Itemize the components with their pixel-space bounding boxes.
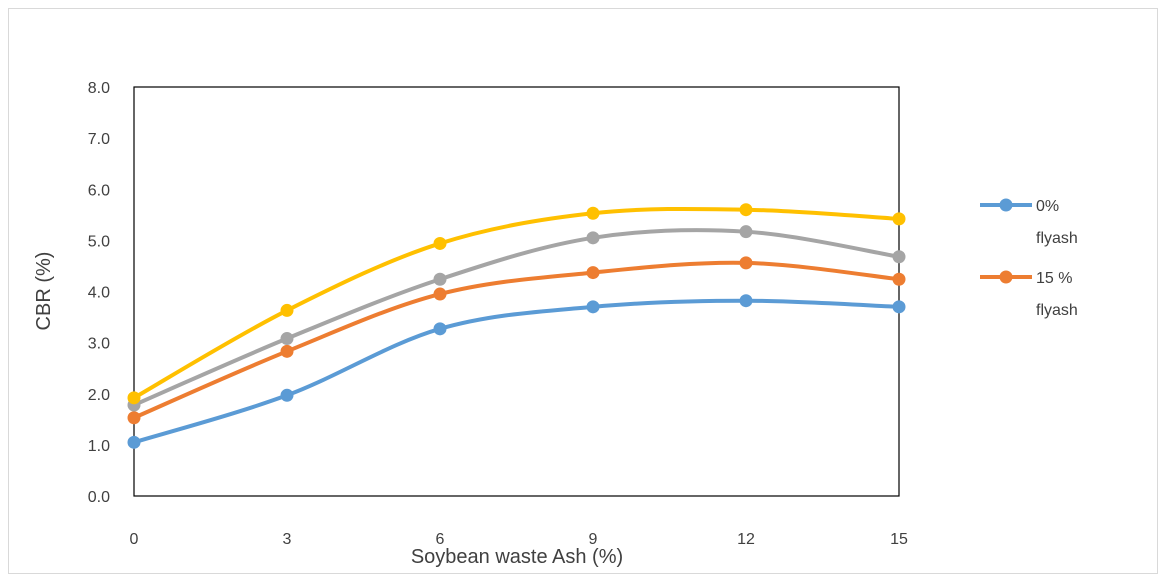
series-line: [132, 260, 901, 420]
data-point: [127, 435, 141, 449]
legend-label: 15 %: [1036, 270, 1072, 287]
y-tick-label: 8.0: [88, 80, 110, 97]
y-tick-label: 4.0: [88, 285, 110, 302]
x-tick-label: 15: [890, 531, 908, 548]
data-point: [739, 294, 753, 308]
legend-label: flyash: [1036, 302, 1078, 319]
data-point: [586, 300, 600, 314]
data-point: [892, 250, 906, 264]
x-tick-label: 3: [283, 531, 292, 548]
legend-marker: [999, 198, 1013, 212]
y-tick-label: 3.0: [88, 336, 110, 353]
x-axis-title: Soybean waste Ash (%): [411, 546, 623, 568]
y-tick-label: 0.0: [88, 489, 110, 506]
x-tick-label: 0: [130, 531, 139, 548]
data-point: [739, 203, 753, 217]
x-tick-label: 9: [589, 531, 598, 548]
legend-label: 0%: [1036, 198, 1059, 215]
y-axis-title: CBR (%): [33, 252, 55, 331]
data-point: [433, 287, 447, 301]
legend-item: 0% flyash: [980, 198, 1078, 247]
y-tick-label: 2.0: [88, 387, 110, 404]
y-tick-label: 7.0: [88, 131, 110, 148]
legend: 0% flyash 15 % flyash: [980, 198, 1078, 319]
series-line: [132, 206, 901, 400]
data-point: [433, 272, 447, 286]
data-point: [127, 411, 141, 425]
data-point: [739, 225, 753, 239]
data-point: [892, 212, 906, 226]
data-point: [127, 391, 141, 405]
data-point: [739, 256, 753, 270]
legend-item: 15 % flyash: [980, 270, 1078, 319]
series-1: [127, 256, 906, 425]
data-point: [586, 231, 600, 245]
data-point: [586, 266, 600, 280]
series-3: [127, 203, 906, 405]
legend-marker: [999, 270, 1013, 284]
x-axis-ticks: 0 3 6 9 12 15: [130, 531, 908, 548]
y-tick-label: 6.0: [88, 182, 110, 199]
y-axis-ticks: 0.0 1.0 2.0 3.0 4.0 5.0 6.0 7.0 8.0: [88, 80, 110, 506]
y-tick-label: 1.0: [88, 438, 110, 455]
data-point: [892, 300, 906, 314]
series-line: [132, 298, 901, 445]
series-0: [127, 294, 906, 449]
series-layer: [127, 203, 906, 449]
plot-area: [133, 86, 900, 497]
data-point: [433, 322, 447, 336]
series-line: [132, 228, 901, 407]
y-tick-label: 5.0: [88, 233, 110, 250]
x-tick-label: 12: [737, 531, 755, 548]
data-point: [433, 236, 447, 250]
data-point: [892, 272, 906, 286]
x-tick-label: 6: [436, 531, 445, 548]
series-2: [127, 225, 906, 412]
data-point: [280, 332, 294, 346]
legend-label: flyash: [1036, 230, 1078, 247]
data-point: [280, 303, 294, 317]
data-point: [586, 206, 600, 220]
data-point: [280, 388, 294, 402]
data-point: [280, 344, 294, 358]
